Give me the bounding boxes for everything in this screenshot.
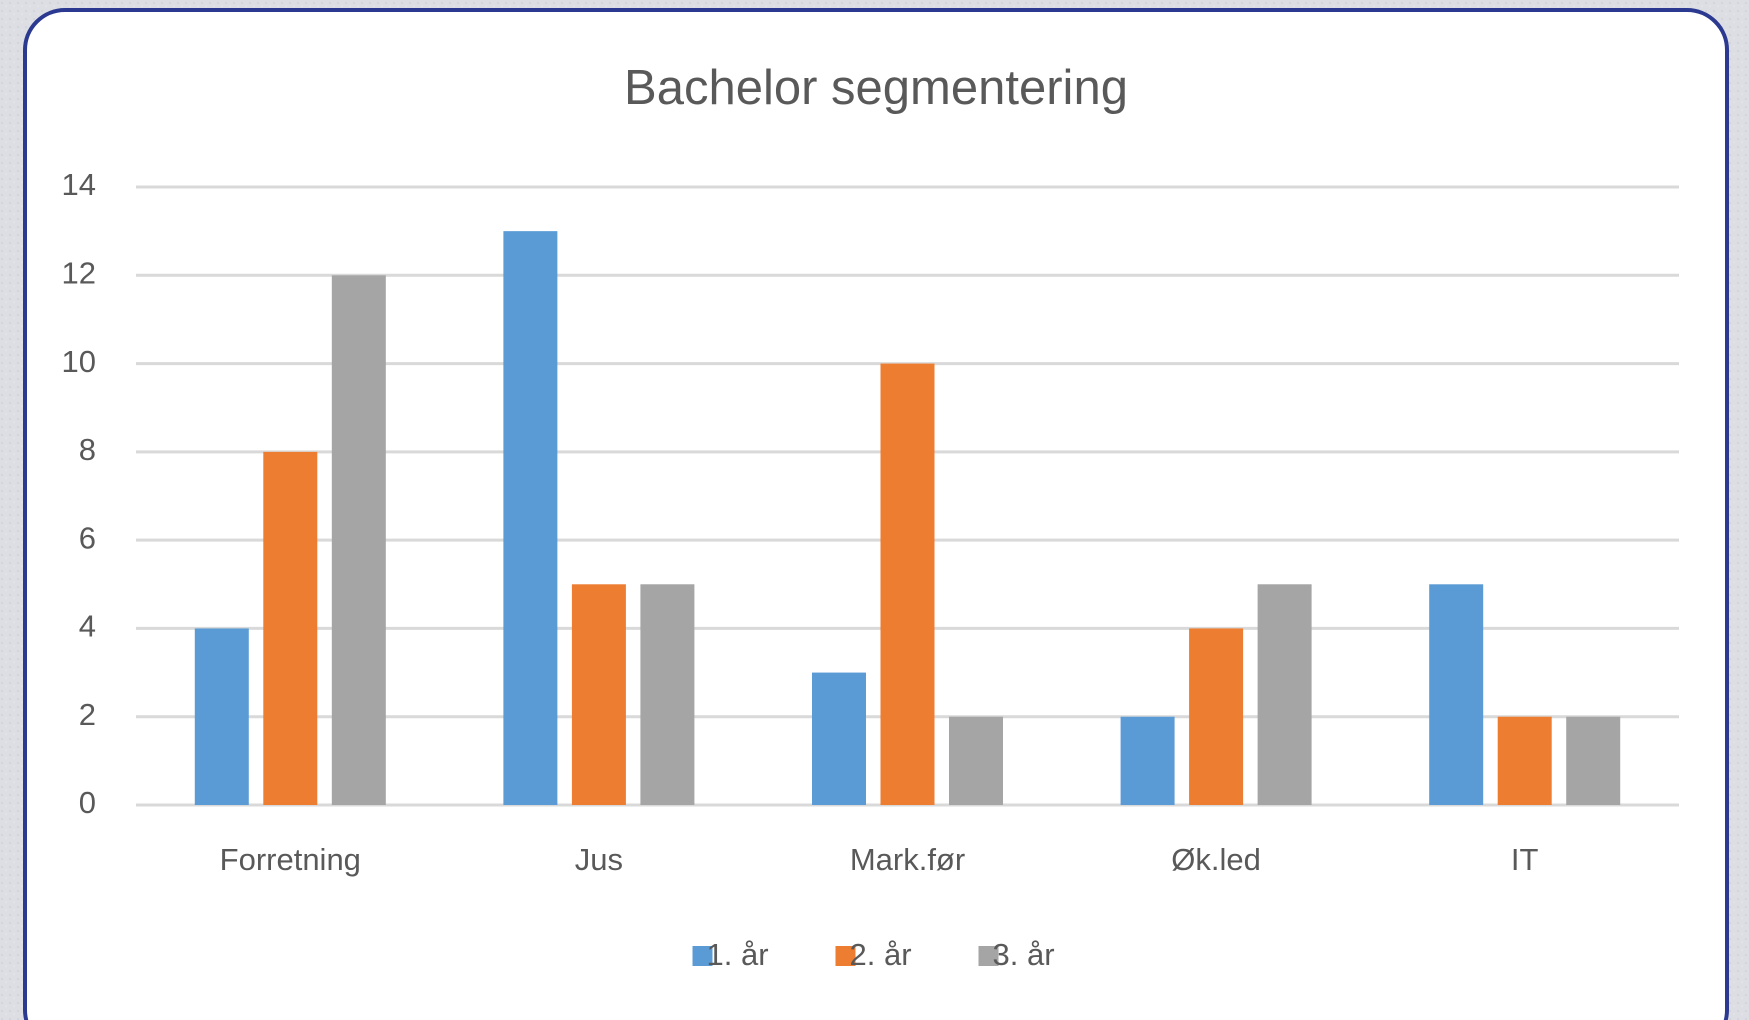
bar <box>949 716 1004 805</box>
y-tick-label: 8 <box>79 432 96 467</box>
bar <box>880 363 935 805</box>
x-tick-label: Forretning <box>220 842 361 877</box>
legend-swatch <box>978 946 999 966</box>
y-tick-label: 0 <box>79 785 96 820</box>
x-tick-label: Øk.led <box>1171 842 1261 877</box>
bar <box>1189 628 1244 805</box>
bar <box>194 628 249 805</box>
bar <box>331 275 386 805</box>
legend-swatch <box>692 946 713 966</box>
y-tick-label: 10 <box>62 344 96 379</box>
bar <box>1566 716 1621 805</box>
bar <box>1429 584 1484 805</box>
legend-label: 2. år <box>850 937 912 972</box>
legend-swatch <box>835 946 856 966</box>
bar <box>1497 716 1552 805</box>
bar <box>811 672 866 805</box>
bar <box>1257 584 1312 805</box>
chart-title: Bachelor segmentering <box>624 61 1128 115</box>
x-tick-label: IT <box>1511 842 1539 877</box>
bar <box>503 231 558 806</box>
x-tick-label: Mark.før <box>850 842 965 877</box>
legend-label: 1. år <box>707 937 769 972</box>
bar <box>571 584 626 805</box>
bar <box>263 451 318 805</box>
y-tick-label: 12 <box>62 255 96 290</box>
y-tick-label: 4 <box>79 609 96 644</box>
y-tick-label: 6 <box>79 520 96 555</box>
bar <box>640 584 695 805</box>
bar <box>1120 716 1175 805</box>
x-tick-label: Jus <box>575 842 623 877</box>
y-tick-label: 14 <box>62 167 96 202</box>
y-tick-label: 2 <box>79 697 96 732</box>
legend-label: 3. år <box>993 937 1055 972</box>
